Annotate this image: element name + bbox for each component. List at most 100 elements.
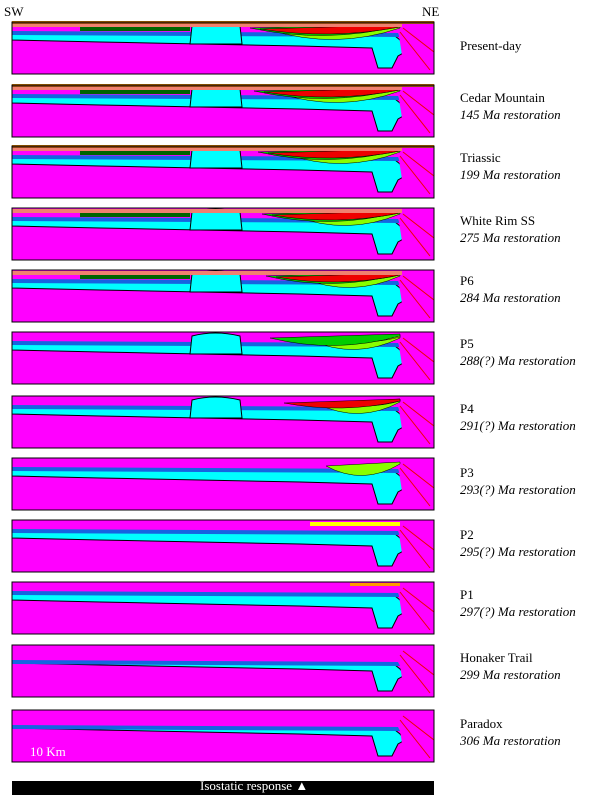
panel-label-name: Honaker Trail (460, 650, 533, 665)
panel-border (11, 395, 435, 449)
fault-line (399, 467, 431, 507)
panel-label-name: Paradox (460, 716, 503, 731)
fault-line (402, 401, 435, 427)
upper-stratum (80, 90, 190, 94)
sediment-wedge (325, 461, 401, 476)
fault-line (402, 90, 435, 116)
sediment-wedge (275, 272, 401, 283)
panel-label-age: 145 Ma restoration (460, 107, 561, 122)
ne-basement-block (398, 647, 434, 697)
panel-label-name: P3 (460, 465, 474, 480)
cross-section-panel (11, 709, 435, 763)
ne-label: NE (422, 4, 440, 19)
blue-layer (12, 467, 400, 473)
cross-section-panel (11, 269, 435, 323)
ne-basement-block (398, 584, 434, 634)
fault-line (399, 591, 431, 631)
ne-basement-block (398, 712, 434, 762)
panel-label-name: P4 (460, 401, 474, 416)
cross-section-panel (11, 207, 435, 261)
cross-section-panel (11, 331, 435, 385)
panel-label-name: Triassic (460, 150, 501, 165)
panel-label-age: 295(?) Ma restoration (460, 544, 576, 559)
fault-line (402, 650, 435, 676)
panel-label-name: P1 (460, 587, 474, 602)
cross-section-panel (11, 581, 435, 635)
upper-stratum (12, 85, 434, 87)
blue-layer (12, 529, 400, 535)
scale-bar-label: 10 Km (30, 744, 66, 759)
fault-line (399, 654, 431, 694)
isostatic-bar (12, 781, 434, 795)
sediment-wedge (271, 210, 401, 221)
panel-border (11, 145, 435, 199)
fault-line (399, 719, 431, 759)
upper-stratum (12, 271, 402, 275)
upper-stratum (12, 22, 434, 24)
sediment-wedge (283, 398, 401, 409)
fault-line (402, 213, 435, 239)
panel-label-age: 297(?) Ma restoration (460, 604, 576, 619)
ne-basement-block (398, 522, 434, 572)
panel-border (11, 331, 435, 385)
upper-stratum (310, 522, 400, 526)
panel-border (11, 84, 435, 138)
cross-section-panel (11, 21, 435, 75)
panel-border (11, 519, 435, 573)
fault-line (399, 94, 431, 134)
blue-layer (12, 725, 400, 731)
isostatic-label: Isostatic response ▲ (200, 778, 308, 794)
sediment-wedge (269, 333, 401, 346)
panel-label-age: 306 Ma restoration (460, 733, 561, 748)
cross-section-panel (11, 395, 435, 449)
panel-label-name: P2 (460, 527, 474, 542)
upper-stratum (80, 213, 190, 217)
cross-section-panel (11, 519, 435, 573)
cross-section-panel (11, 145, 435, 199)
panel-label-name: White Rim SS (460, 213, 536, 228)
panel-label-age: 275 Ma restoration (460, 230, 561, 245)
sediment-wedge (267, 148, 401, 159)
fault-line (399, 155, 431, 195)
salt-diapir (189, 332, 243, 355)
upper-stratum (12, 147, 402, 151)
panel-label-name: P6 (460, 273, 474, 288)
ne-basement-block (398, 148, 434, 198)
cross-section-panel (11, 457, 435, 511)
sediment-wedge (263, 87, 401, 98)
fault-line (402, 525, 435, 551)
upper-stratum (12, 209, 402, 213)
fault-line (402, 337, 435, 363)
upper-stratum (80, 275, 190, 279)
panel-label-age: 288(?) Ma restoration (460, 353, 576, 368)
panel-border (11, 709, 435, 763)
ne-basement-block (398, 272, 434, 322)
panel-label-name: P5 (460, 336, 474, 351)
upper-stratum (12, 146, 434, 148)
fault-line (399, 529, 431, 569)
fault-line (402, 275, 435, 301)
panel-border (11, 457, 435, 511)
panel-border (11, 21, 435, 75)
panel-border (11, 207, 435, 261)
fault-line (402, 587, 435, 613)
blue-layer (12, 660, 400, 666)
panel-border (11, 644, 435, 698)
fault-line (402, 151, 435, 177)
fault-line (402, 715, 435, 741)
restoration-panels (11, 21, 435, 763)
panel-label-name: Present-day (460, 38, 522, 53)
fault-line (399, 31, 431, 71)
panel-label-age: 299 Ma restoration (460, 667, 561, 682)
fault-line (402, 463, 435, 489)
blue-layer (12, 591, 400, 597)
ne-basement-block (398, 398, 434, 448)
cross-section-panel (11, 644, 435, 698)
ne-basement-block (398, 87, 434, 137)
panel-border (11, 269, 435, 323)
fault-line (399, 341, 431, 381)
fault-line (402, 27, 435, 53)
sw-label: SW (4, 4, 24, 19)
cross-section-panel (11, 84, 435, 138)
